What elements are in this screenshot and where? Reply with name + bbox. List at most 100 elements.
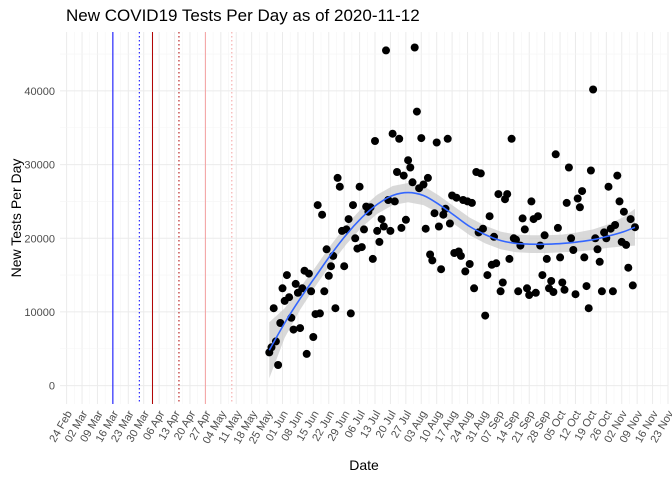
data-point [421,224,430,233]
data-point [518,214,527,223]
data-point [520,225,529,234]
event-lines [112,32,233,404]
data-points [265,43,639,369]
data-point [388,129,397,138]
data-point [476,169,485,178]
data-point [558,278,567,287]
y-tick-label: 10000 [24,307,55,319]
data-point [538,271,547,280]
data-point [483,271,492,280]
data-point [443,134,452,143]
data-point [428,256,437,265]
smooth-line [268,191,636,351]
data-point [470,284,479,293]
smooth-curve [268,191,636,351]
data-point [503,190,512,199]
data-point [553,223,562,232]
data-point [432,138,441,147]
data-point [331,304,340,313]
data-point [355,182,364,191]
data-point [584,304,593,313]
data-point [467,198,476,207]
data-point [542,254,551,263]
data-point [375,237,384,246]
data-point [551,150,560,159]
data-point [291,279,300,288]
data-point [410,43,419,52]
data-point [492,259,501,268]
data-point [401,215,410,224]
data-point [534,212,542,221]
data-point [404,156,413,165]
data-point [485,212,494,221]
data-point [514,287,523,296]
data-point [595,257,604,266]
data-point [406,163,415,172]
data-point [346,309,355,318]
data-point [313,201,322,210]
data-point [430,209,439,218]
data-point [531,288,540,297]
data-point [320,287,329,296]
data-point [344,215,353,224]
data-point [366,203,375,212]
data-point [512,235,520,244]
data-point [304,269,313,278]
data-point [536,241,545,250]
data-point [333,173,342,182]
data-point [274,361,283,369]
data-point [575,203,584,212]
data-point [560,285,569,294]
data-point [547,277,556,285]
data-point [417,134,426,143]
data-point [580,253,589,262]
data-point [505,254,514,263]
data-point [571,290,580,299]
data-point [278,284,287,293]
data-point [461,267,470,276]
data-point [628,281,637,290]
data-point [335,182,344,191]
data-point [307,287,316,296]
data-point [624,263,633,272]
data-point [452,193,461,202]
data-point [578,187,587,196]
data-point [382,46,390,55]
data-point [371,137,379,145]
data-point [368,254,377,263]
data-point [399,171,408,180]
y-axis: 0 10000 20000 30000 40000 [24,86,55,393]
data-point [523,284,531,293]
data-point [351,234,360,243]
data-point [465,260,474,268]
data-point [562,198,571,207]
data-point [549,288,558,296]
y-tick-label: 40000 [24,86,55,98]
data-point [540,231,549,240]
data-point [276,319,285,327]
data-point [282,271,291,280]
data-point [527,197,536,206]
data-point [412,107,421,116]
x-axis-title: Date [349,457,379,473]
data-point [613,171,622,180]
data-point [481,311,490,320]
data-point [419,180,428,189]
data-point [496,287,505,296]
data-point [373,226,382,235]
y-axis-title: New Tests Per Day [8,159,24,278]
chart-title: New COVID19 Tests Per Day as of 2020-11-… [66,6,420,25]
data-point [604,182,613,191]
data-point [573,194,582,203]
data-point [390,197,399,206]
data-point [608,287,617,296]
data-point [285,293,294,302]
data-point [408,178,417,187]
data-point [567,234,576,243]
data-point [437,265,446,274]
data-point [423,173,432,182]
data-point [324,271,333,280]
data-point [322,245,331,254]
